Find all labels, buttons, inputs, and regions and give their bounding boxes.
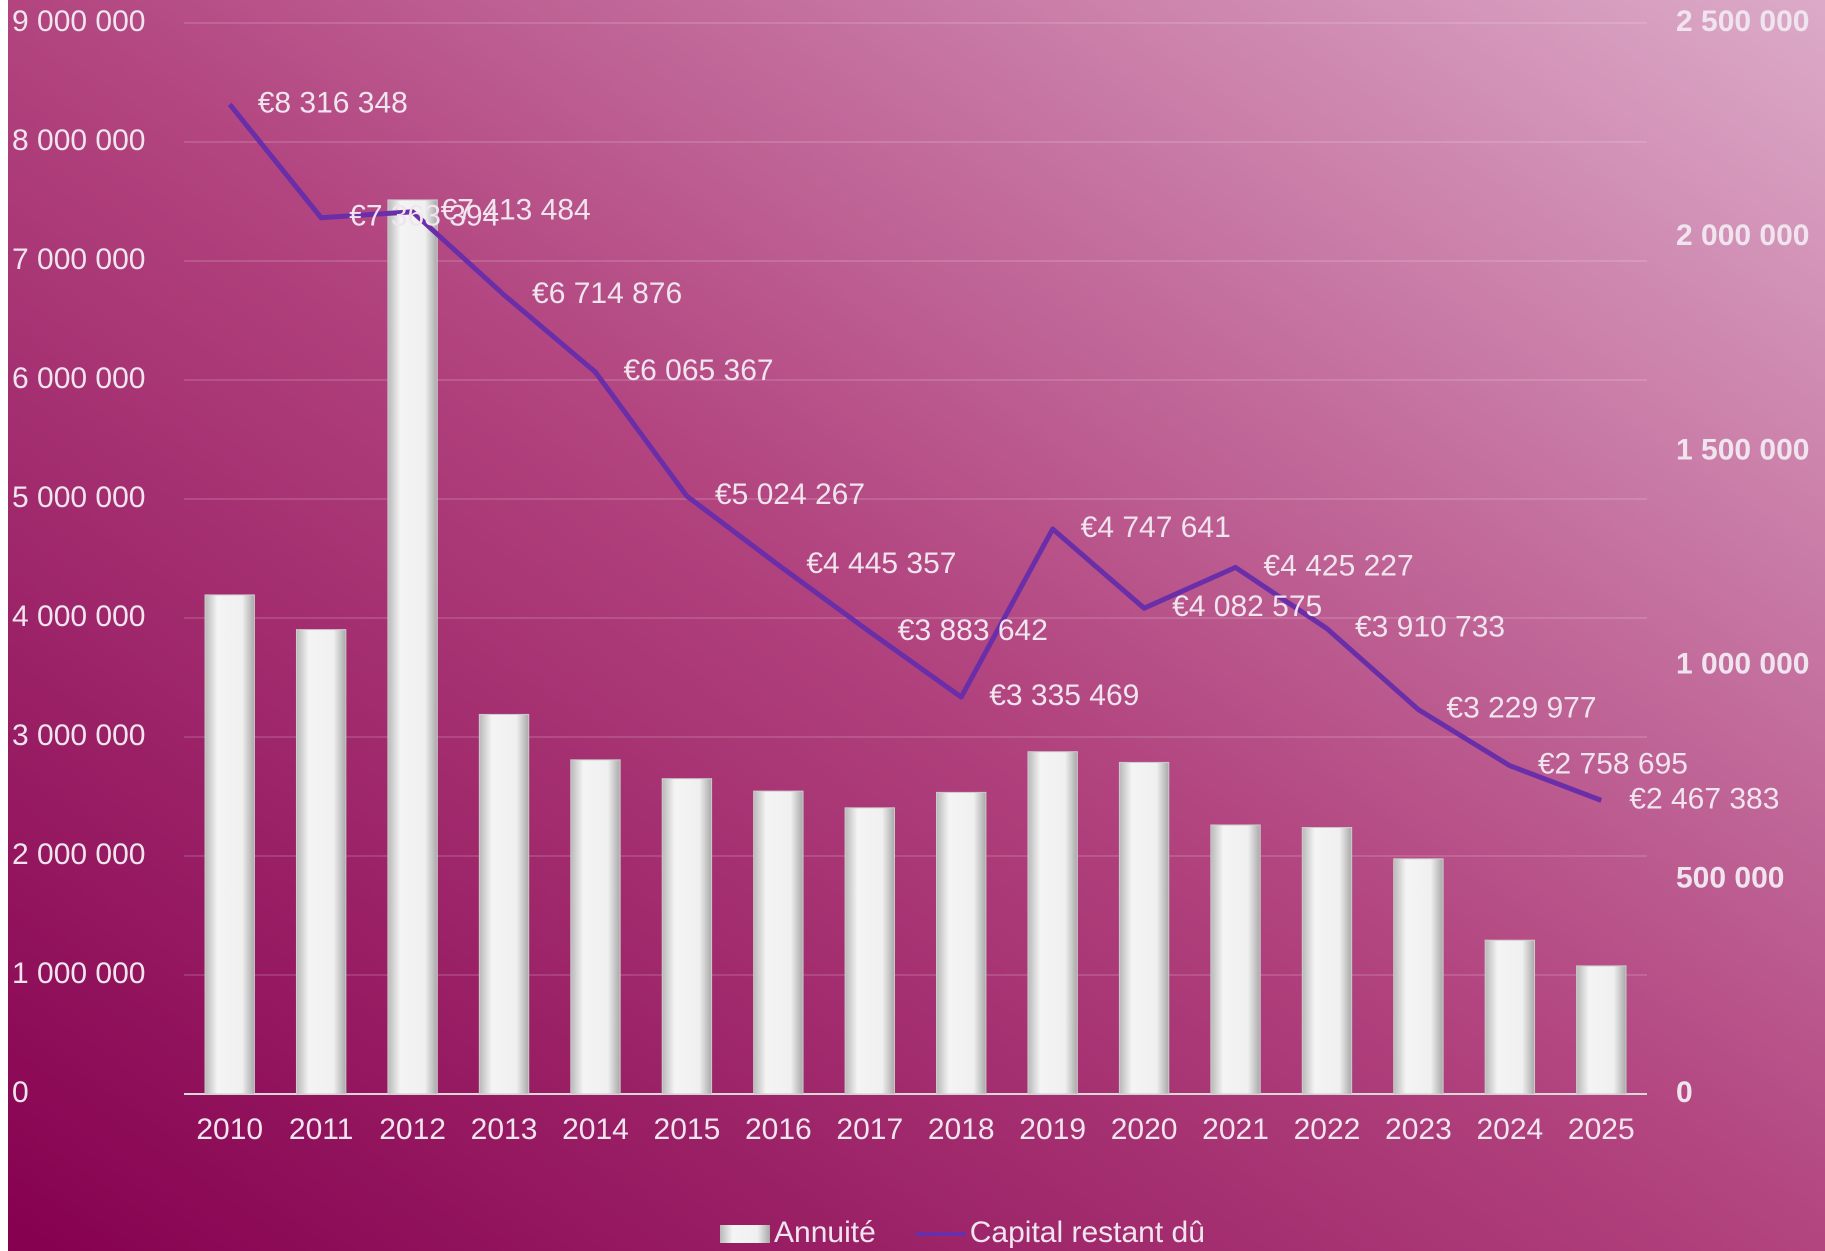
bar	[204, 594, 255, 1095]
data-label: €2 758 695	[1538, 748, 1688, 781]
x-tick-label: 2018	[928, 1113, 995, 1146]
bar	[478, 713, 530, 1095]
data-label: €6 714 876	[532, 277, 682, 310]
x-tick-label: 2025	[1568, 1113, 1635, 1146]
y2-tick-label: 1 000 000	[1676, 648, 1809, 681]
x-tick-label: 2013	[471, 1113, 538, 1146]
bar	[1210, 824, 1261, 1095]
bar	[1027, 751, 1078, 1095]
data-label: €7 413 484	[441, 194, 591, 227]
x-tick-label: 2020	[1111, 1113, 1178, 1146]
data-label: €8 316 348	[258, 86, 408, 119]
y-tick-label: 1 000 000	[12, 957, 145, 990]
bar	[1576, 965, 1627, 1095]
data-label: €4 747 641	[1081, 511, 1231, 544]
bar	[936, 791, 987, 1095]
data-label: €2 467 383	[1629, 782, 1779, 815]
bar	[753, 790, 804, 1095]
x-tick-label: 2022	[1294, 1113, 1361, 1146]
y-tick-label: 0	[12, 1076, 29, 1109]
y-tick-label: 3 000 000	[12, 719, 145, 752]
y-tick-label: 5 000 000	[12, 481, 145, 514]
bar	[661, 778, 713, 1095]
x-tick-label: 2011	[289, 1113, 354, 1146]
y-tick-label: 9 000 000	[12, 5, 145, 38]
bar	[295, 629, 347, 1095]
x-tick-label: 2023	[1385, 1113, 1452, 1146]
data-label: €7 363 394	[349, 200, 499, 233]
line	[227, 102, 1603, 803]
x-tick-label: 2017	[836, 1113, 903, 1146]
bar	[1118, 761, 1170, 1095]
data-label: €3 883 642	[898, 614, 1048, 647]
x-tick-label: 2021	[1202, 1113, 1269, 1146]
data-label: €3 229 977	[1446, 692, 1596, 725]
y2-tick-label: 0	[1676, 1076, 1693, 1109]
x-tick-label: 2019	[1019, 1113, 1086, 1146]
bar	[1484, 939, 1536, 1095]
bar	[570, 759, 621, 1095]
legend-label: Annuité	[774, 1216, 876, 1249]
y2-tick-label: 2 500 000	[1676, 5, 1809, 38]
x-tick-label: 2015	[654, 1113, 721, 1146]
left-edge	[0, 0, 8, 1251]
y2-tick-label: 1 500 000	[1676, 433, 1809, 466]
y-tick-label: 6 000 000	[12, 362, 145, 395]
bar	[387, 199, 438, 1095]
bar	[1393, 858, 1444, 1095]
bar	[844, 807, 895, 1095]
x-tick-label: 2010	[196, 1113, 263, 1146]
data-label: €3 910 733	[1355, 611, 1505, 644]
y-tick-label: 2 000 000	[12, 838, 145, 871]
data-label: €5 024 267	[715, 478, 865, 511]
x-tick-label: 2024	[1476, 1113, 1543, 1146]
y2-tick-label: 500 000	[1676, 862, 1784, 895]
data-label: €6 065 367	[623, 354, 773, 387]
y-tick-label: 7 000 000	[12, 243, 145, 276]
y-tick-label: 8 000 000	[12, 124, 145, 157]
x-tick-label: 2012	[379, 1113, 446, 1146]
x-tick-label: 2016	[745, 1113, 812, 1146]
data-label: €4 445 357	[806, 547, 956, 580]
y-tick-label: 4 000 000	[12, 600, 145, 633]
legend-label: Capital restant dû	[970, 1216, 1205, 1249]
data-label: €3 335 469	[989, 679, 1139, 712]
data-label: €4 082 575	[1172, 590, 1322, 623]
bar	[1301, 827, 1353, 1095]
y2-tick-label: 2 000 000	[1676, 219, 1809, 252]
legend-swatch	[720, 1225, 770, 1243]
x-tick-label: 2014	[562, 1113, 629, 1146]
data-label: €4 425 227	[1264, 549, 1414, 582]
